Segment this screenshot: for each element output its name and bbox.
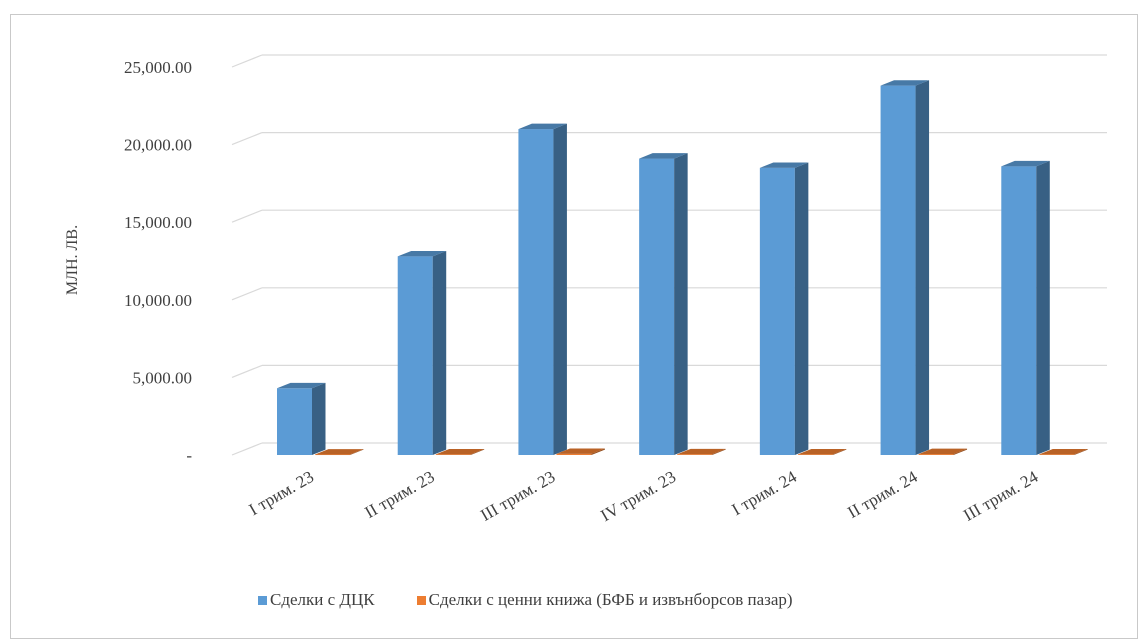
gridline-slant <box>231 132 263 146</box>
legend-swatch-orange <box>416 595 426 605</box>
bar-securities-7-top <box>1039 448 1088 455</box>
bar-securities-6-side <box>953 448 968 455</box>
gridline-slant <box>231 287 263 301</box>
x-tick-label: I трим. 24 <box>729 467 801 519</box>
legend-label-dck: Сделки с ДЦК <box>270 590 375 609</box>
y-axis-ticks: - 5,000.00 10,000.00 15,000.00 20,000.00 25,0… <box>124 58 192 465</box>
chart-frame <box>10 14 1138 639</box>
legend-item-securities: Сделки с ценни книжа (БФБ и извънборсов … <box>416 590 793 610</box>
bar-dck-6 <box>880 80 930 456</box>
x-tick-label: III трим. 24 <box>960 467 1042 525</box>
y-tick-label: 5,000.00 <box>133 368 193 387</box>
bar-securities-2-front <box>435 454 471 455</box>
bar-dck-6-front <box>880 85 916 456</box>
bar-dck-3-side <box>553 123 567 456</box>
bar-dck-3 <box>518 123 567 456</box>
x-tick-label: III трим. 23 <box>477 467 558 525</box>
bar-dck-5-top <box>759 162 809 168</box>
gridline-slant <box>231 442 263 456</box>
bar-securities-4 <box>677 448 726 455</box>
y-tick-label: - <box>186 446 192 465</box>
bar-dck-5-side <box>794 162 809 456</box>
bar-dck-2-top <box>397 250 447 257</box>
bar-dck-4 <box>639 153 688 455</box>
bar-securities-3 <box>556 448 605 455</box>
bar-securities-2 <box>435 448 485 455</box>
bar-dck-7-front <box>1001 166 1037 455</box>
bar-dck-1-top <box>277 382 326 389</box>
y-axis-title: МЛН. ЛВ. <box>64 225 81 295</box>
bar-dck-5-front <box>759 167 795 455</box>
bar-securities-5-top <box>797 448 847 455</box>
bar-securities-4-top <box>677 448 726 455</box>
bar-dck-1-front <box>277 388 312 455</box>
bar-dck-3-front <box>518 129 554 455</box>
bar-securities-5-front <box>797 454 833 455</box>
bar-dck-7-top <box>1001 160 1050 167</box>
x-tick-label: II трим. 23 <box>361 467 437 522</box>
legend-label-securities: Сделки с ценни книжа (БФБ и извънборсов … <box>428 590 793 609</box>
bar-securities-3-side <box>591 448 605 455</box>
bar-securities-1 <box>315 449 364 456</box>
bar-securities-5-side <box>832 448 847 455</box>
y-tick-label: 15,000.00 <box>124 213 192 232</box>
bar-dck-6-top <box>880 80 930 86</box>
bar-securities-2-top <box>435 448 485 455</box>
bar-dck-7-side <box>1036 160 1050 456</box>
bar-securities-4-side <box>712 448 726 455</box>
bar-dck-5 <box>759 162 809 456</box>
bar-dck-4-front <box>639 158 675 455</box>
bar-dck-4-top <box>639 153 688 159</box>
bar-securities-6 <box>918 448 968 455</box>
bar-securities-7-front <box>1039 454 1075 455</box>
bar-dck-1 <box>277 382 326 455</box>
bar-securities-1-top <box>315 449 364 455</box>
legend-item-dck: Сделки с ДЦК <box>258 590 375 610</box>
bar-securities-4-front <box>677 454 713 455</box>
x-tick-label: II трим. 24 <box>844 467 921 522</box>
bar-securities-6-front <box>918 454 954 455</box>
bars <box>277 80 1088 456</box>
bar-securities-2-side <box>470 448 485 455</box>
bar-securities-5 <box>797 448 847 455</box>
x-axis-labels: I трим. 23 II трим. 23 III трим. 23 IV трим… <box>246 467 1042 525</box>
y-tick-label: 25,000.00 <box>124 58 192 77</box>
bar-dck-4-side <box>674 153 688 455</box>
gridline-slant <box>231 364 263 378</box>
bar-securities-3-front <box>556 453 592 455</box>
bar-securities-7-side <box>1074 448 1088 455</box>
bar-dck-3-top <box>518 123 567 130</box>
bar-securities-1-side <box>350 449 364 455</box>
bar-securities-6-top <box>918 448 968 455</box>
x-tick-label: IV трим. 23 <box>597 467 679 525</box>
bar-dck-7 <box>1001 160 1050 456</box>
y-tick-label: 20,000.00 <box>124 136 192 155</box>
x-tick-label: I трим. 23 <box>246 467 317 519</box>
gridline-slant <box>231 54 263 68</box>
legend: Сделки с ДЦК Сделки с ценни книжа (БФБ и… <box>258 590 793 610</box>
gridline-slant <box>231 209 263 223</box>
y-tick-label: 10,000.00 <box>124 291 192 310</box>
legend-swatch-blue <box>258 595 267 605</box>
bar-securities-1-front <box>315 454 350 456</box>
bar-dck-2-front <box>397 256 433 455</box>
bar-dck-2 <box>397 250 447 455</box>
bar-securities-3-top <box>556 448 605 454</box>
bar-securities-7 <box>1039 448 1088 455</box>
bar-dck-2-side <box>432 250 447 455</box>
bar-dck-1-side <box>312 382 326 455</box>
bar-dck-6-side <box>915 80 930 455</box>
